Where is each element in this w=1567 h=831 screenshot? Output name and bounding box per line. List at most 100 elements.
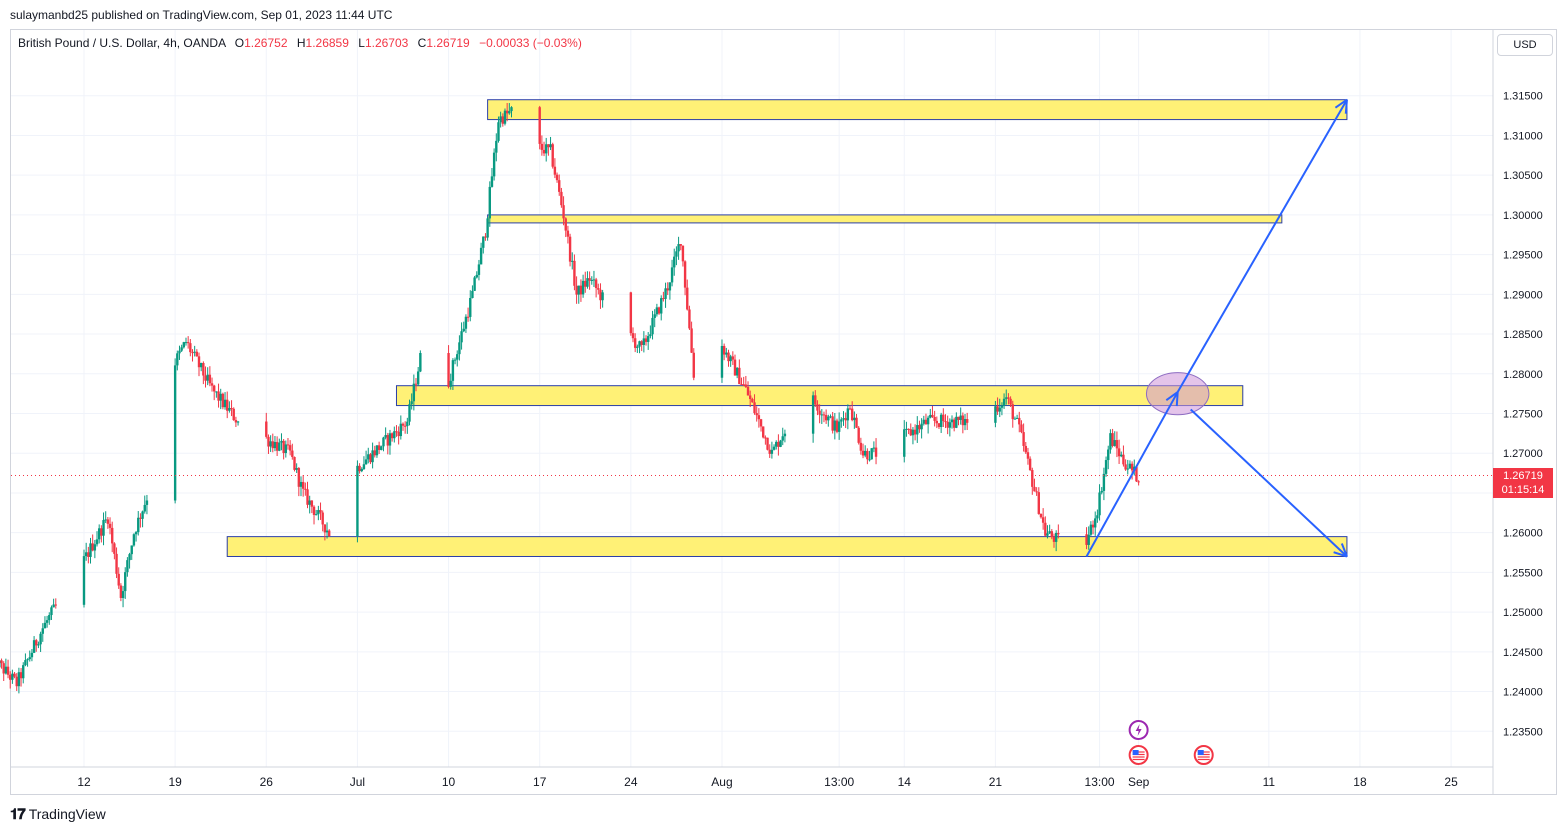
candle-body (933, 416, 936, 421)
candle-body (108, 523, 112, 528)
candle-body (950, 419, 954, 423)
candle-body (95, 539, 99, 545)
footer-brand[interactable]: 𝟏𝟕 TradingView (10, 806, 106, 823)
candle-body (1094, 518, 1097, 528)
candle-body (490, 176, 494, 187)
candle-body (957, 416, 960, 420)
candle-body (781, 436, 784, 441)
candle-body (473, 277, 476, 291)
candle-body (100, 528, 103, 536)
candle-body (32, 640, 36, 653)
candle-body (1052, 536, 1056, 542)
candle-body (416, 371, 420, 385)
time-tick-label: Aug (711, 775, 732, 789)
candle-body (653, 314, 656, 318)
bar-countdown: 01:15:14 (1501, 483, 1545, 496)
candle-body (571, 260, 574, 262)
tradingview-logo-icon: 𝟏𝟕 (10, 806, 26, 823)
arrow-head (1165, 391, 1179, 402)
candle-body (184, 342, 188, 344)
candle-body (297, 468, 301, 487)
support-resistance-zones (226, 99, 1348, 557)
candle-body (30, 652, 34, 658)
open-label: O (234, 36, 245, 50)
time-tick-label: 13:00 (824, 775, 854, 789)
candle-body (566, 230, 570, 237)
price-tick-label: 1.31500 (1503, 91, 1543, 103)
candle-body (686, 287, 689, 310)
candle-body (1028, 458, 1032, 471)
candle-body (872, 447, 876, 449)
chart-frame (10, 29, 1557, 795)
open-value: 1.26752 (244, 36, 288, 50)
candle-body (963, 419, 967, 426)
candle-body (994, 406, 997, 423)
candle-body (111, 527, 114, 544)
price-axis: 1.31500 1.31000 1.30500 1.30000 1.29500 1.290… (1492, 29, 1543, 795)
candle-body (176, 353, 179, 366)
candle-body (293, 456, 296, 470)
candle-body (121, 591, 125, 598)
last-price-label: 1.26719 01:15:14 (1493, 467, 1553, 498)
projection-arrow (1085, 391, 1179, 557)
candle-body (666, 288, 669, 291)
candle-body (549, 144, 552, 148)
candle-body (816, 404, 819, 411)
currency-button[interactable]: USD (1497, 34, 1553, 56)
candle-body (592, 279, 596, 281)
candle-body (269, 441, 272, 447)
candle-body (401, 423, 405, 426)
candle-body (230, 408, 233, 410)
arrow-head (1333, 551, 1348, 558)
change-value: −0.00033 (−0.03%) (479, 36, 582, 50)
candle-body (820, 414, 823, 416)
candle-body (874, 447, 878, 457)
candle-body (91, 543, 94, 551)
candle-body (657, 307, 661, 314)
candle-body (291, 450, 294, 457)
candle-body (649, 334, 652, 337)
price-tick-label: 1.27500 (1503, 409, 1543, 421)
candle-body (907, 428, 910, 430)
candle-body (846, 408, 850, 421)
candle-body (916, 425, 919, 435)
candle-body (505, 110, 509, 114)
candle-body (926, 417, 930, 425)
candle-body (733, 359, 737, 376)
candle-body (499, 116, 502, 123)
candle-body (918, 425, 921, 430)
time-tick-label: 21 (989, 775, 1003, 789)
candle-body (288, 445, 292, 451)
candle-body (581, 280, 585, 295)
candle-body (275, 441, 279, 451)
candle-body (735, 367, 739, 376)
candle-body (996, 406, 999, 412)
candle-body (1137, 481, 1140, 483)
candle-body (547, 144, 550, 148)
time-tick-label: Sep (1128, 775, 1150, 789)
candle-body (447, 353, 450, 387)
candle-body (19, 672, 23, 679)
candle-body (119, 585, 123, 598)
candle-body (1128, 463, 1132, 469)
candle-body (128, 554, 131, 561)
candle-body (1024, 445, 1027, 453)
candle-body (1041, 517, 1045, 523)
candle-body (692, 352, 695, 378)
candle-body (22, 665, 25, 679)
candle-body (1048, 531, 1051, 534)
candle-body (180, 347, 183, 351)
candle-body (857, 427, 860, 443)
candle-body (134, 532, 138, 535)
candle-body (1015, 417, 1019, 419)
candle-body (586, 278, 589, 287)
low-value: 1.26703 (364, 36, 409, 50)
candle-body (729, 356, 732, 362)
candle-body (835, 420, 839, 432)
time-tick-label: 10 (442, 775, 456, 789)
candle-body (866, 450, 869, 460)
candle-body (362, 464, 366, 469)
candle-body (1126, 468, 1129, 470)
candle-body (573, 260, 576, 286)
